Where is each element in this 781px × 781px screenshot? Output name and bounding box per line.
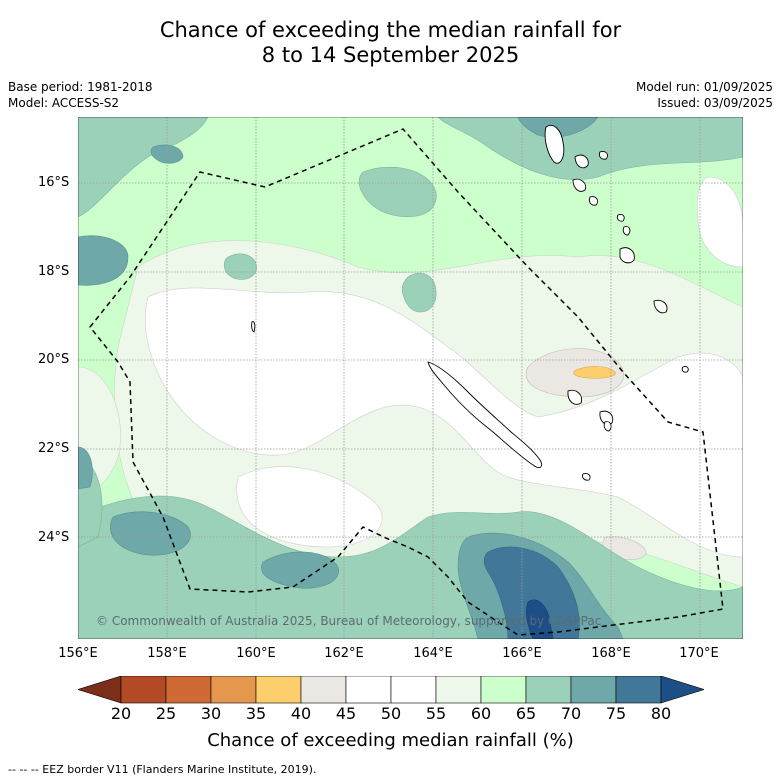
colorbar-segment-25-30 — [165, 676, 212, 704]
field-35-40 — [573, 366, 616, 379]
colorbar-segment-75-80 — [615, 676, 662, 704]
colorbar-tick-80: 80 — [650, 704, 672, 723]
field-65-70 — [78, 117, 209, 218]
vanuatu-island — [588, 196, 599, 206]
lon-label-160e: 160°E — [236, 646, 276, 661]
small-island — [251, 321, 256, 333]
colorbar-segment-60-65 — [480, 676, 527, 704]
colorbar-tick-75: 75 — [605, 704, 627, 723]
field-45-55 — [145, 287, 743, 558]
vanuatu-island — [574, 154, 589, 169]
lon-label-168e: 168°E — [591, 646, 631, 661]
colorbar-extend-low — [78, 676, 122, 704]
colorbar-tick-50: 50 — [380, 704, 402, 723]
title-line-1: Chance of exceeding the median rainfall … — [159, 18, 622, 42]
base-period: Base period: 1981-2018 — [8, 80, 153, 94]
field-80-plus — [526, 599, 554, 639]
colorbar-label: Chance of exceeding median rainfall (%) — [207, 730, 574, 751]
field-45-55 — [236, 466, 383, 548]
colorbar-segment-30-35 — [210, 676, 257, 704]
eez-footer-note: -- -- -- EEZ border V11 (Flanders Marine… — [8, 763, 317, 776]
field-65-70 — [401, 272, 437, 313]
colorbar-tick-35: 35 — [245, 704, 267, 723]
field-65-70 — [358, 166, 437, 218]
isle-of-pines — [582, 473, 591, 481]
rainfall-map — [78, 117, 743, 639]
meta-left: Base period: 1981-2018 Model: ACCESS-S2 — [8, 79, 153, 111]
colorbar-tick-65: 65 — [515, 704, 537, 723]
vanuatu-island — [653, 299, 668, 314]
field-70-75 — [517, 117, 599, 138]
colorbar-segment-50-55 — [390, 676, 437, 704]
copyright-notice: © Commonwealth of Australia 2025, Bureau… — [96, 614, 602, 628]
lon-label-164e: 164°E — [413, 646, 453, 661]
colorbar-segment-40-45 — [300, 676, 347, 704]
lon-label-166e: 166°E — [502, 646, 542, 661]
lat-label-18s: 18°S — [38, 264, 70, 279]
colorbar-segment-20-25 — [120, 676, 167, 704]
vanuatu-island — [572, 178, 587, 192]
meta-right: Model run: 01/09/2025 Issued: 03/09/2025 — [636, 79, 773, 111]
lon-label-162e: 162°E — [324, 646, 364, 661]
lat-label-22s: 22°S — [38, 441, 70, 456]
vanuatu-island — [622, 226, 631, 236]
vanuatu-island — [619, 247, 635, 264]
colorbar — [78, 676, 704, 704]
colorbar-tick-40: 40 — [290, 704, 312, 723]
colorbar-tick-20: 20 — [110, 704, 132, 723]
vanuatu-island — [544, 124, 565, 164]
lat-label-20s: 20°S — [38, 352, 70, 367]
vanuatu-island — [616, 214, 625, 222]
loyalty-island — [599, 410, 614, 425]
field-70-75 — [78, 446, 93, 490]
colorbar-segment-55-60 — [435, 676, 482, 704]
model-name: Model: ACCESS-S2 — [8, 96, 120, 110]
issued-date: Issued: 03/09/2025 — [657, 96, 773, 110]
colorbar-tick-60: 60 — [470, 704, 492, 723]
small-island — [681, 366, 689, 373]
colorbar-segment-70-75 — [570, 676, 617, 704]
lat-label-16s: 16°S — [38, 175, 70, 190]
colorbar-segment-65-70 — [525, 676, 572, 704]
lon-label-158e: 158°E — [147, 646, 187, 661]
lon-label-170e: 170°E — [679, 646, 719, 661]
title-line-2: 8 to 14 September 2025 — [261, 43, 520, 67]
vanuatu-island — [598, 151, 609, 160]
colorbar-tick-55: 55 — [425, 704, 447, 723]
colorbar-segment-45-50 — [345, 676, 392, 704]
loyalty-island — [603, 421, 612, 432]
gridlines — [78, 117, 743, 639]
lon-label-156e: 156°E — [58, 646, 98, 661]
map-title: Chance of exceeding the median rainfall … — [0, 18, 781, 68]
eez-border — [89, 128, 724, 636]
colorbar-tick-45: 45 — [335, 704, 357, 723]
field-70-75 — [110, 511, 191, 556]
field-70-75 — [78, 235, 129, 286]
land-outlines — [251, 124, 689, 481]
colorbar-tick-25: 25 — [155, 704, 177, 723]
colorbar-tick-70: 70 — [560, 704, 582, 723]
loyalty-island — [567, 389, 583, 405]
field-70-75 — [261, 551, 339, 589]
field-45-55 — [697, 176, 743, 268]
field-65-70 — [223, 253, 257, 280]
new-caledonia-landmass — [427, 361, 543, 468]
colorbar-tick-30: 30 — [200, 704, 222, 723]
lat-label-24s: 24°S — [38, 530, 70, 545]
colorbar-extend-high — [660, 676, 704, 704]
model-run: Model run: 01/09/2025 — [635, 80, 773, 94]
colorbar-segment-35-40 — [255, 676, 302, 704]
